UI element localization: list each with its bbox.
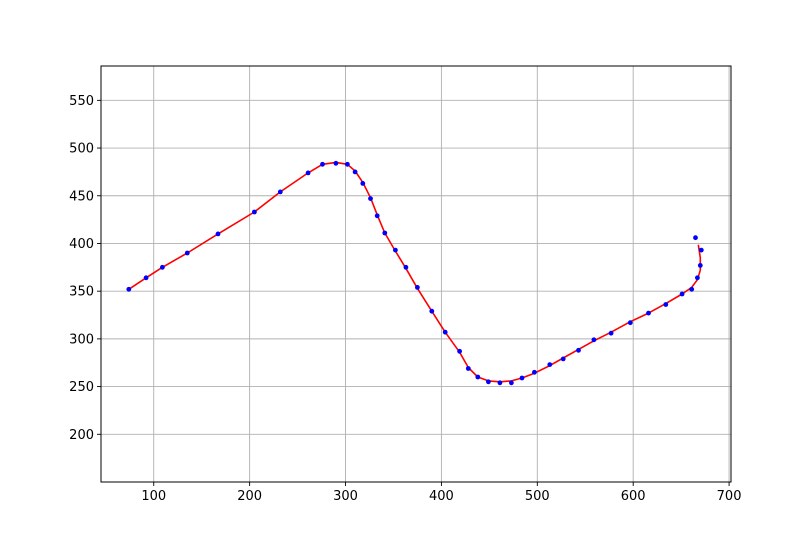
- data-point: [560, 356, 566, 362]
- y-tick-label: 200: [69, 428, 94, 443]
- data-point: [663, 302, 669, 307]
- data-point: [442, 329, 448, 335]
- y-tick-label: 350: [69, 285, 94, 300]
- data-point: [215, 231, 221, 237]
- y-tick-label: 500: [69, 142, 94, 157]
- data-point: [252, 209, 257, 215]
- x-tick-label: 500: [525, 489, 550, 504]
- data-point: [368, 196, 373, 202]
- axes-frame: [100, 65, 732, 483]
- data-point: [382, 230, 388, 236]
- data-point: [333, 160, 339, 166]
- data-point: [689, 286, 695, 292]
- x-tick-label: 700: [717, 489, 742, 504]
- x-tick-label: 400: [429, 489, 454, 504]
- data-point: [345, 161, 350, 167]
- data-point: [646, 310, 651, 316]
- y-tick-label: 300: [69, 332, 94, 347]
- data-point: [693, 235, 698, 241]
- y-tick-label: 400: [69, 237, 94, 252]
- data-point: [697, 263, 703, 268]
- data-point: [627, 320, 633, 326]
- x-tick-label: 200: [237, 489, 262, 504]
- series-layer: [126, 160, 704, 386]
- data-point: [126, 286, 132, 292]
- data-point: [415, 285, 420, 290]
- data-point: [320, 161, 325, 167]
- y-tick-label: 250: [69, 380, 94, 395]
- data-point: [393, 247, 398, 253]
- series-line: [128, 161, 702, 383]
- data-point: [352, 169, 358, 175]
- x-tick-label: 600: [621, 489, 646, 504]
- grid: [101, 66, 731, 482]
- data-point: [277, 189, 283, 195]
- data-point: [475, 374, 481, 380]
- data-point: [695, 275, 700, 281]
- data-point: [698, 247, 704, 253]
- data-point: [591, 337, 597, 343]
- data-point: [509, 380, 514, 386]
- data-point: [374, 213, 380, 219]
- y-tick-label: 450: [69, 189, 94, 204]
- data-point: [160, 264, 165, 270]
- x-tick-label: 100: [141, 489, 166, 504]
- data-point: [576, 347, 581, 353]
- data-point: [486, 379, 491, 385]
- data-point: [465, 366, 471, 371]
- data-point: [608, 330, 614, 336]
- y-tick-label: 550: [69, 94, 94, 109]
- data-point: [305, 170, 311, 176]
- data-point: [497, 380, 503, 386]
- data-point: [429, 308, 435, 314]
- data-point: [360, 181, 366, 186]
- data-point: [184, 250, 190, 256]
- data-point: [143, 275, 149, 281]
- x-tick-label: 300: [333, 489, 358, 504]
- data-point: [679, 291, 685, 297]
- data-point: [403, 264, 409, 270]
- data-point: [457, 348, 462, 354]
- data-point: [532, 369, 537, 375]
- data-point: [547, 362, 553, 367]
- data-point: [519, 375, 525, 381]
- ticks: 100 200 300 400 500 600 700 200 250 300 350 400 450 5…: [69, 94, 741, 504]
